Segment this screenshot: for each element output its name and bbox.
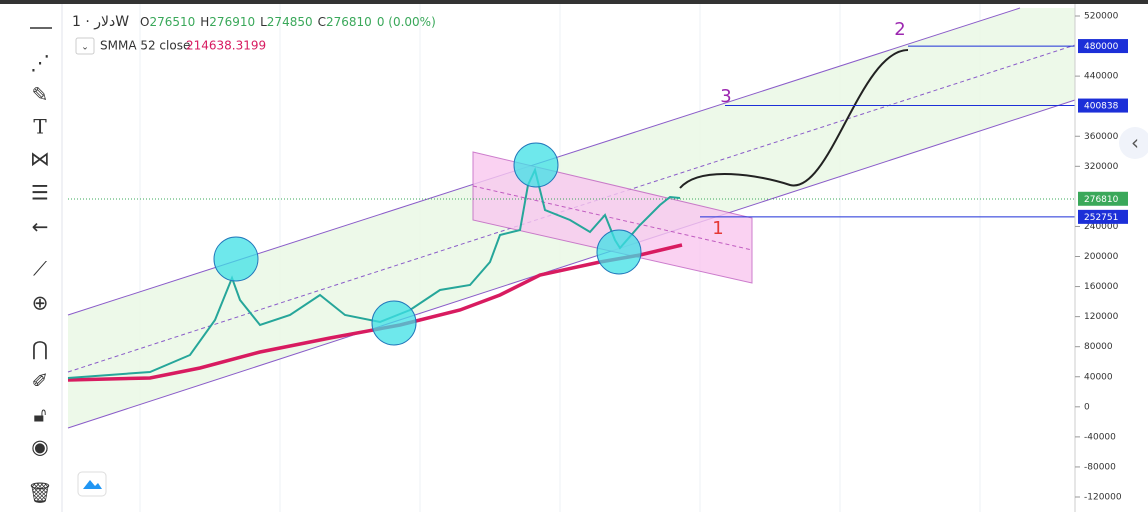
price-label-bg <box>1078 191 1128 206</box>
price-axis <box>1075 4 1148 512</box>
tick-label: 0 <box>1084 402 1090 412</box>
brush-tool[interactable]: ✎ <box>32 83 49 107</box>
lock-tool[interactable]: 🔓︎ <box>34 403 47 427</box>
ohlc-change: 0 (0.00%) <box>377 15 436 29</box>
annotation: 2 <box>894 19 905 40</box>
measure-tool[interactable]: ⟋ <box>33 257 47 281</box>
channel-lower <box>67 99 1076 429</box>
tick-label: -80000 <box>1084 462 1116 472</box>
tick-label: 200000 <box>1084 252 1119 262</box>
tick-label: 320000 <box>1084 162 1119 172</box>
toolbar-icons: ⋰ ✎ T ⋈ ☰ ← ⟋ ⊕ ⋂ ✐ 🔓︎ ◉ 🗑︎ <box>27 27 53 505</box>
legend: دلار · 1W O276510 H276910 L274850 C276810 0 … <box>72 14 436 55</box>
tick-label: -120000 <box>1084 493 1122 503</box>
delete-tool[interactable]: 🗑︎ <box>27 481 52 505</box>
scroll-icon: ‹ <box>1131 131 1139 155</box>
price-label: 480000 <box>1084 42 1119 52</box>
symbol: دلار · 1W <box>72 14 129 30</box>
scroll-button[interactable] <box>1119 127 1148 159</box>
price-label: 400838 <box>1084 102 1119 112</box>
price-axis-ticks: 520000 440000 360000 320000 240000 200000 1600… <box>1075 12 1122 503</box>
top-border <box>0 0 1148 4</box>
fib-tool[interactable]: ⋰ <box>30 51 50 75</box>
lock-drawing-tool[interactable]: ✐ <box>32 369 49 393</box>
ohlc-value: 276810 <box>326 15 372 29</box>
price-axis-labels: 480000 400838 276810 252751 <box>1078 39 1128 224</box>
price-label-bg <box>1078 98 1128 113</box>
indicator-name: SMMA 52 close <box>100 39 190 53</box>
magnet-tool[interactable]: ⋂ <box>32 337 48 361</box>
ohlc-label: C <box>318 15 326 29</box>
visibility-tool[interactable]: ◉ <box>31 435 48 459</box>
collapse-button[interactable] <box>75 37 95 55</box>
indicator-value: 214638.3199 <box>186 39 266 53</box>
tick-label: 80000 <box>1084 342 1113 352</box>
ohlc-label: O <box>140 15 149 29</box>
channel-middle <box>67 44 1076 373</box>
price-label: 276810 <box>1084 195 1119 205</box>
tick-label: 160000 <box>1084 282 1119 292</box>
tick-label: 520000 <box>1084 12 1119 22</box>
logo-icon <box>83 480 102 489</box>
ohlc-value: 276510 <box>149 15 195 29</box>
price-label-bg <box>1078 209 1128 224</box>
collapse-icon: ⌄ <box>81 43 89 53</box>
tick-label: 240000 <box>1084 222 1119 232</box>
tick-label: 360000 <box>1084 132 1119 142</box>
pattern-tool[interactable]: ⋈ <box>30 147 50 171</box>
annotation: 3 <box>720 86 731 107</box>
tick-label: -40000 <box>1084 432 1116 442</box>
highlight-circles <box>213 142 642 346</box>
text-tool[interactable]: T <box>33 115 47 139</box>
price-markers <box>700 45 1075 218</box>
chart-area <box>67 4 1076 512</box>
ohlc-label: H <box>200 15 209 29</box>
annotation: 1 <box>712 218 723 239</box>
price-label: 252751 <box>1084 213 1118 223</box>
correction-middle <box>472 185 753 251</box>
ohlc-label: L <box>260 15 267 29</box>
back-tool[interactable]: ← <box>32 215 49 239</box>
price-label-bg <box>1078 39 1128 54</box>
tick-label: 40000 <box>1084 372 1113 382</box>
ohlc: O276510 H276910 L274850 C276810 0 (0.00%) <box>140 15 436 29</box>
tick-label: 120000 <box>1084 312 1119 322</box>
ohlc-value: 276910 <box>209 15 255 29</box>
forecast-tool[interactable]: ☰ <box>31 181 49 205</box>
tick-label: 440000 <box>1084 72 1119 82</box>
forecast-path <box>679 49 909 189</box>
ohlc-value: 274850 <box>267 15 313 29</box>
toolbar <box>0 4 62 512</box>
zoom-tool[interactable]: ⊕ <box>32 291 49 315</box>
